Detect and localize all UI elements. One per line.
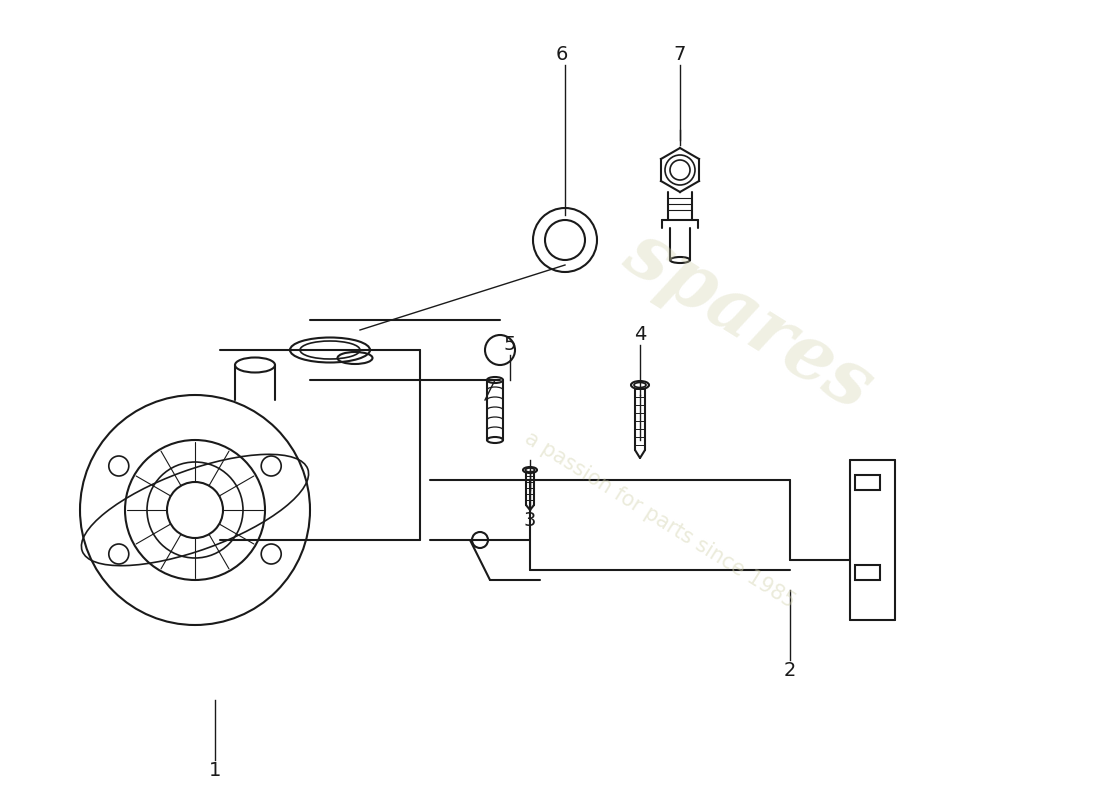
Text: a passion for parts since 1985: a passion for parts since 1985 xyxy=(521,428,799,612)
Text: 2: 2 xyxy=(784,661,796,679)
Text: 3: 3 xyxy=(524,510,536,530)
Text: 5: 5 xyxy=(504,335,516,354)
Text: spares: spares xyxy=(610,215,886,425)
Text: 7: 7 xyxy=(674,46,686,65)
Text: 1: 1 xyxy=(209,761,221,779)
Text: 6: 6 xyxy=(556,46,569,65)
Bar xyxy=(855,565,880,580)
Bar xyxy=(855,475,880,490)
Text: 4: 4 xyxy=(634,326,646,345)
